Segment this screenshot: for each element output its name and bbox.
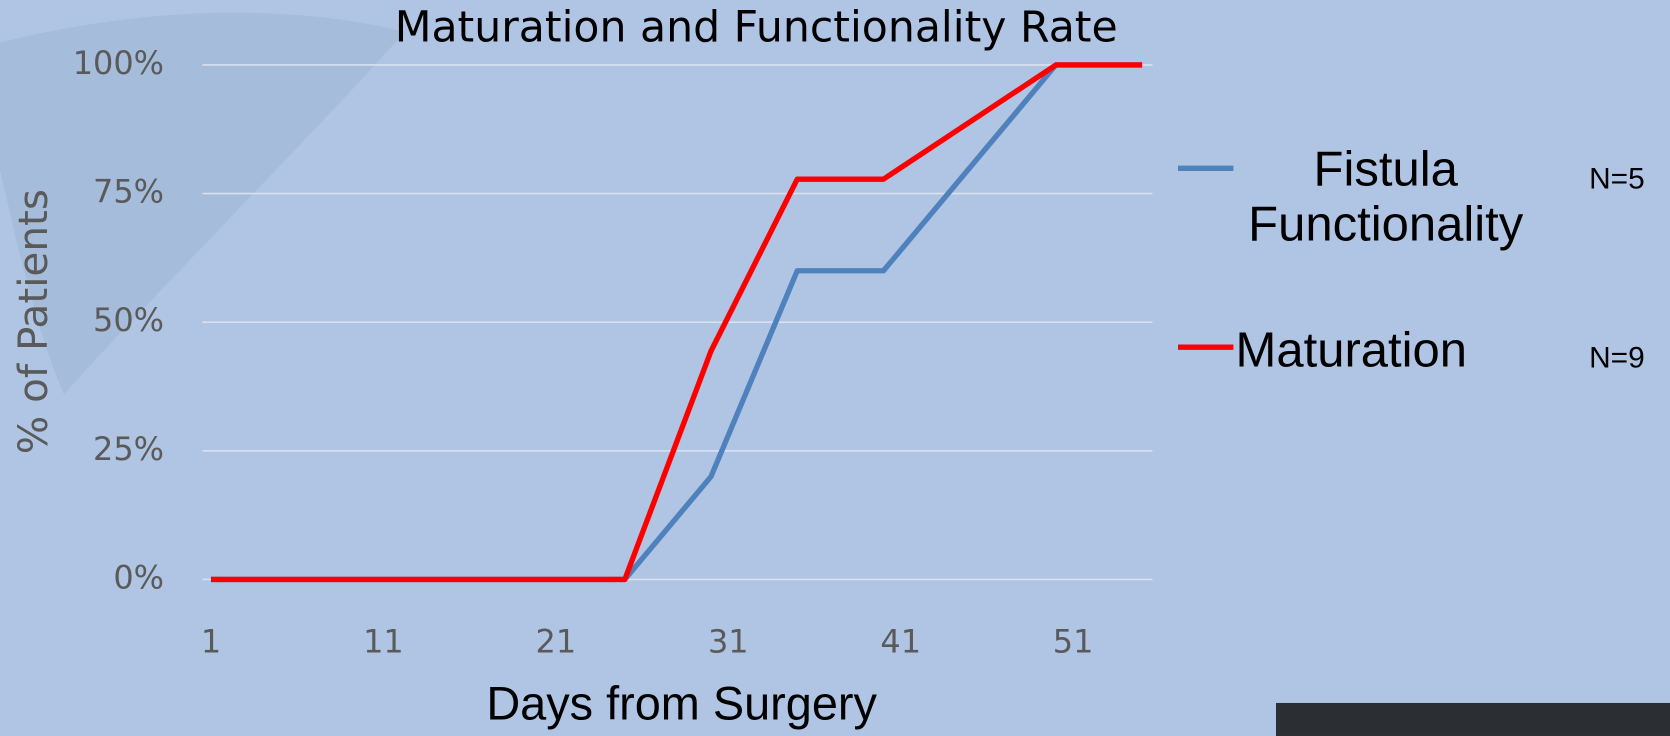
y-tick-label: 75% bbox=[93, 173, 164, 211]
x-tick-label: 31 bbox=[708, 622, 749, 660]
legend-label: Maturation bbox=[1235, 321, 1468, 378]
background-brush bbox=[0, 12, 405, 395]
annotation: N=5 bbox=[1589, 161, 1645, 195]
y-tick-label: 100% bbox=[73, 44, 164, 82]
x-tick-label: 51 bbox=[1053, 622, 1094, 660]
x-tick-label: 21 bbox=[536, 622, 577, 660]
series-line bbox=[210, 62, 1143, 583]
y-axis-label: % of Patients bbox=[9, 189, 57, 454]
x-axis-label: Days from Surgery bbox=[486, 678, 877, 730]
legend-label: Fistula Functionality bbox=[1248, 140, 1524, 252]
x-tick-label: 41 bbox=[880, 622, 921, 660]
x-tick-label: 1 bbox=[201, 622, 221, 660]
y-tick-label: 50% bbox=[93, 301, 164, 339]
y-tick-label: 25% bbox=[93, 430, 164, 468]
y-tick-label: 0% bbox=[113, 558, 164, 596]
chart-title: Maturation and Functionality Rate bbox=[395, 2, 1118, 52]
photo bbox=[1275, 702, 1670, 736]
annotation: N=9 bbox=[1589, 340, 1645, 374]
x-tick-label: 11 bbox=[363, 622, 404, 660]
